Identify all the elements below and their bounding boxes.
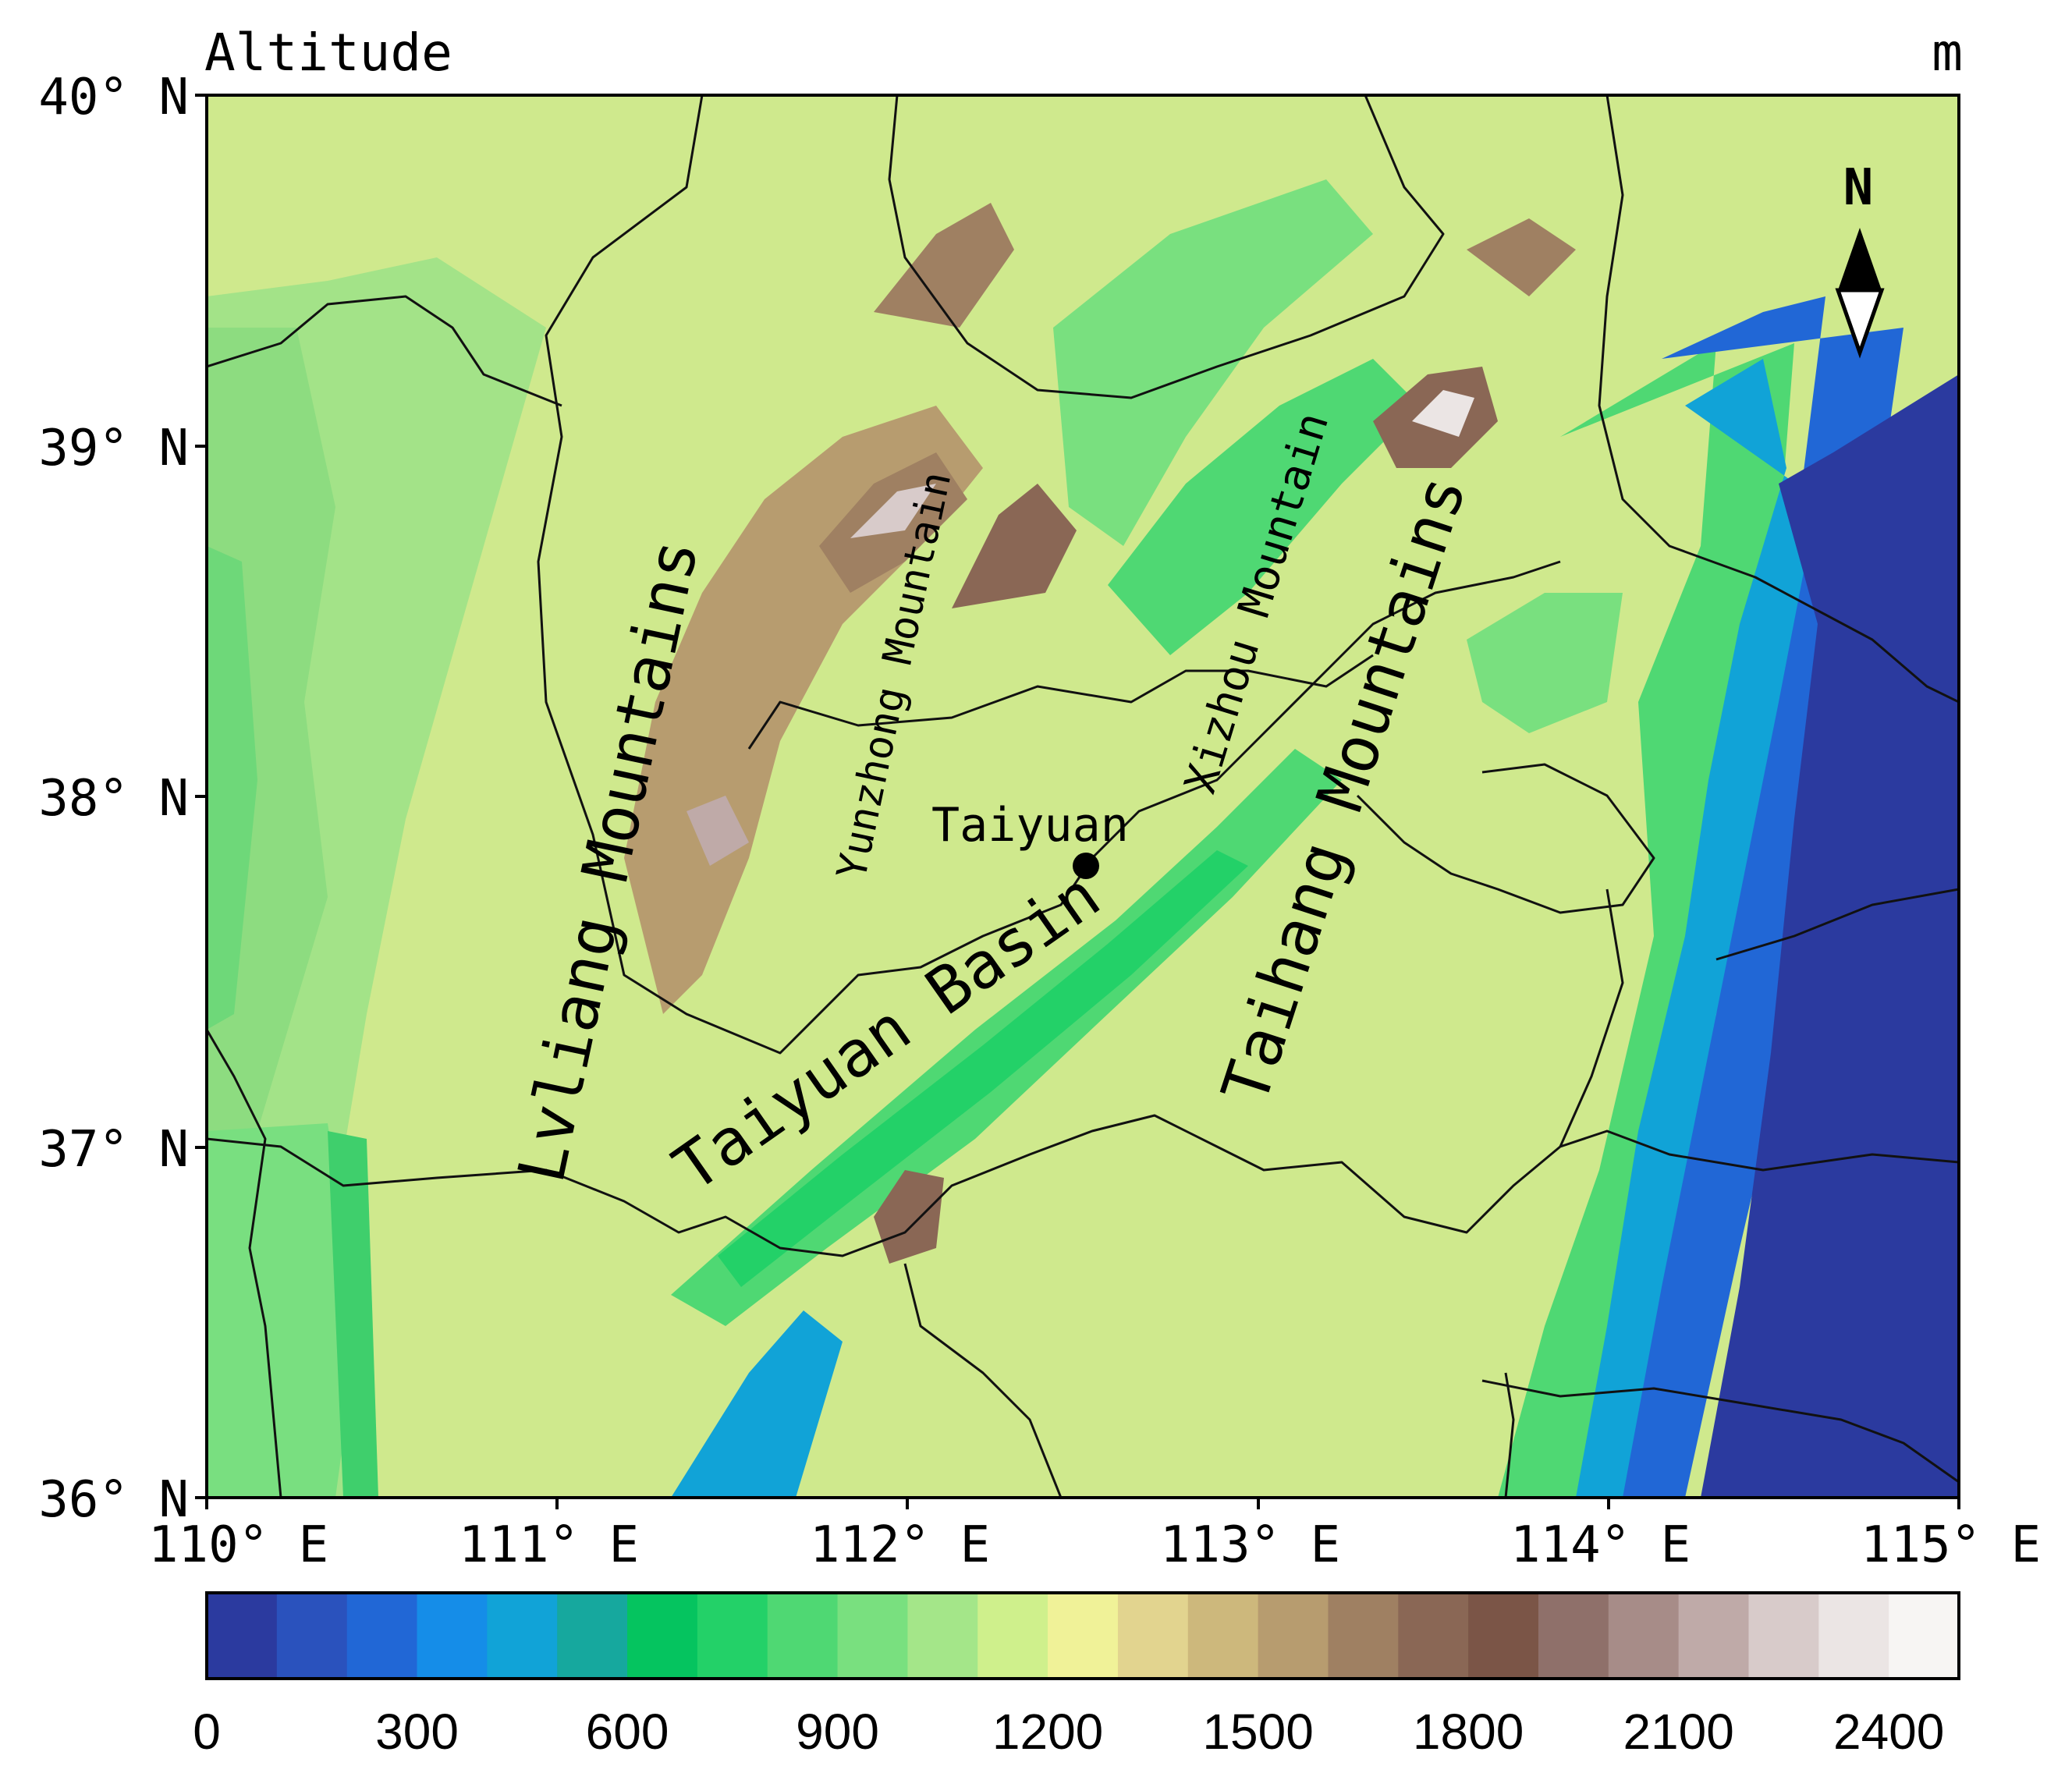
taiyuan-city-marker	[1073, 853, 1099, 879]
colorbar-tick-label: 0	[193, 1704, 221, 1760]
terrain-lvliang-south-peak	[687, 796, 749, 866]
colorbar-cell	[1187, 1593, 1259, 1679]
terrain-fen-valley	[671, 1310, 843, 1498]
colorbar-tick-label: 2400	[1833, 1704, 1944, 1760]
terrain-north-basin	[1053, 179, 1373, 546]
lat-tick-39: 39° N	[38, 420, 189, 477]
boundary-southeast	[1504, 1372, 1515, 1498]
colorbar-tick-label: 1200	[992, 1704, 1103, 1760]
colorbar-cell	[1818, 1593, 1889, 1679]
terrain-plain	[1701, 374, 1959, 1498]
colorbar-cell	[417, 1593, 488, 1679]
lat-axis: 40° N 39° N 38° N 37° N 36° N	[38, 69, 207, 1529]
colorbar-cell	[1468, 1593, 1539, 1679]
boundary-east-inner	[1356, 763, 1655, 914]
terrain-taihang-green	[1467, 593, 1623, 733]
terrain-lvliang-summit	[850, 484, 936, 538]
lat-tick-38: 38° N	[38, 770, 189, 828]
boundary-middle	[747, 654, 1374, 750]
terrain-south-peak	[874, 1170, 944, 1264]
colorbar-cell	[487, 1593, 558, 1679]
boundary-north	[888, 95, 1445, 399]
lon-tick-114: 114° E	[1510, 1516, 1691, 1574]
terrain-northeast-peak	[1467, 218, 1576, 296]
boundary-east-link	[1559, 888, 1624, 1147]
colorbar-cell	[276, 1593, 348, 1679]
boundary-southwest	[903, 1263, 1063, 1498]
colorbar-cell	[207, 1593, 278, 1679]
colorbar-cell	[557, 1593, 628, 1679]
lon-tick-115: 115° E	[1861, 1516, 2041, 1574]
north-arrow: N	[1835, 159, 1885, 359]
colorbar-cell	[837, 1593, 908, 1679]
lat-tick-36: 36° N	[38, 1471, 189, 1529]
colorbar-cell	[1678, 1593, 1750, 1679]
colorbar-cell	[1048, 1593, 1119, 1679]
north-arrow-head-icon	[1838, 228, 1882, 290]
boundary-northeast	[1598, 95, 1959, 704]
colorbar-cell	[1328, 1593, 1399, 1679]
terrain-xinzhou-basin	[1108, 359, 1420, 655]
north-arrow-label: N	[1843, 159, 1874, 217]
boundary-plain-2	[1481, 1379, 1959, 1484]
boundary-west	[537, 95, 1561, 1055]
colorbar-ticks: 0 300 600 900 1200 1500 1800 2100 2400	[193, 1704, 1944, 1760]
terrain-southwest-lowland	[207, 1123, 359, 1498]
colorbar-tick-label: 300	[375, 1704, 459, 1760]
colorbar-tick-label: 900	[796, 1704, 879, 1760]
colorbar-tick-label: 600	[586, 1704, 669, 1760]
colorbar-frame	[205, 1591, 1960, 1680]
colorbar-cell	[627, 1593, 698, 1679]
colorbar	[207, 1593, 1960, 1679]
colorbar-cell	[1748, 1593, 1819, 1679]
colorbar-tick-label: 2100	[1623, 1704, 1733, 1760]
boundary-lines	[207, 95, 1959, 1498]
lon-tick-111: 111° E	[459, 1516, 639, 1574]
map-title: Altitude	[204, 23, 452, 83]
colorbar-cell	[907, 1593, 978, 1679]
colorbar-cell	[1117, 1593, 1189, 1679]
colorbar-cell	[1608, 1593, 1680, 1679]
colorbar-cell	[1889, 1593, 1960, 1679]
terrain-basin-inner	[718, 850, 1248, 1287]
lat-tick-40: 40° N	[38, 69, 189, 126]
terrain-yunzhong-peak	[952, 484, 1077, 608]
unit-label: m	[1932, 23, 1963, 83]
boundary-south	[207, 1114, 1959, 1257]
boundary-plain-1	[1715, 888, 1959, 961]
lon-tick-113: 113° E	[1160, 1516, 1340, 1574]
terrain-map: Lvliang Mountains Yunzhong Mountain Xizh…	[207, 95, 1959, 1498]
boundary-yellow-river	[207, 1029, 282, 1498]
colorbar-tick-label: 1500	[1202, 1704, 1313, 1760]
taiyuan-city-label: Taiyuan	[931, 798, 1129, 853]
lon-tick-110: 110° E	[148, 1516, 328, 1574]
colorbar-tick-label: 1800	[1413, 1704, 1524, 1760]
terrain-yellow-river	[328, 1131, 378, 1498]
lat-tick-37: 37° N	[38, 1121, 189, 1179]
terrain-north-peak	[874, 203, 1014, 328]
terrain-east-slope-green	[1498, 343, 1794, 1498]
boundary-north-west	[207, 295, 562, 407]
colorbar-cell	[767, 1593, 839, 1679]
terrain-wutai-summit	[1412, 390, 1474, 437]
colorbar-cell	[977, 1593, 1048, 1679]
lon-axis: 110° E 111° E 112° E 113° E 114° E 115° …	[148, 1498, 2041, 1574]
terrain-west-valley	[207, 546, 257, 1030]
north-arrow-tail-icon	[1835, 288, 1885, 359]
colorbar-cell	[697, 1593, 768, 1679]
colorbar-cell	[346, 1593, 418, 1679]
colorbar-cell	[1538, 1593, 1609, 1679]
lon-tick-112: 112° E	[810, 1516, 990, 1574]
colorbar-cell	[1258, 1593, 1329, 1679]
terrain-east-slope-cyan	[1576, 359, 1818, 1498]
colorbar-cell	[1398, 1593, 1469, 1679]
